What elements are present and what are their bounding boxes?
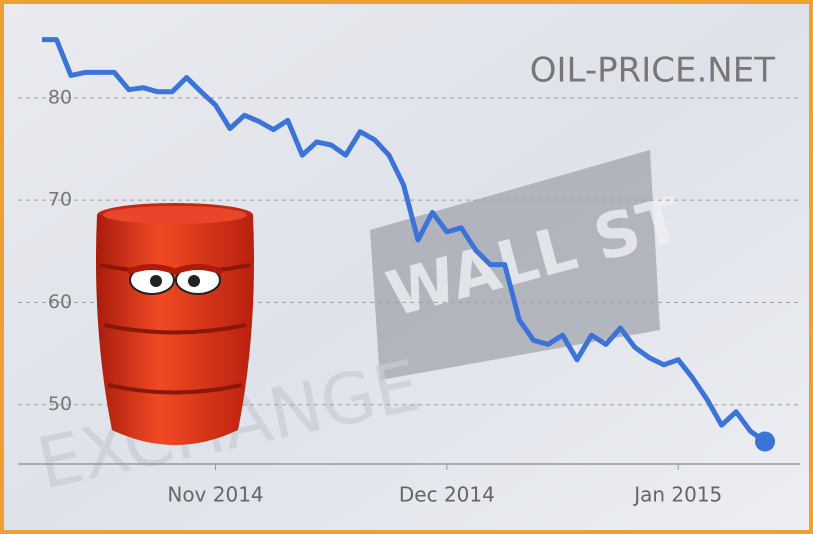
oil-barrel — [96, 203, 254, 445]
y-tick-label: 70 — [48, 189, 72, 211]
y-tick-label: 60 — [48, 291, 72, 313]
y-tick-label: 50 — [48, 393, 72, 415]
end-marker — [755, 432, 775, 452]
y-tick-label: 80 — [48, 86, 72, 108]
x-tick-label: Dec 2014 — [399, 483, 495, 507]
x-tick-label: Nov 2014 — [167, 483, 263, 507]
x-tick-label: Jan 2015 — [632, 483, 722, 507]
watermark: OIL-PRICE.NET — [530, 51, 776, 91]
chart: WALL ST EXCHANGE 50607080Nov 2014Dec 201… — [0, 0, 813, 534]
